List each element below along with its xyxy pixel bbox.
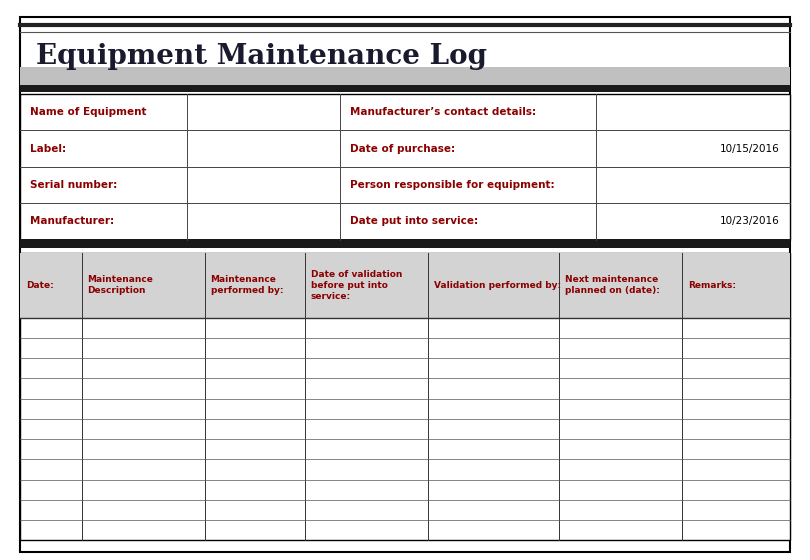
Text: Date of validation
before put into
service:: Date of validation before put into servi… <box>311 270 402 301</box>
Bar <box>20 253 790 318</box>
Text: Remarks:: Remarks: <box>688 281 735 290</box>
Text: 10/15/2016: 10/15/2016 <box>720 144 780 153</box>
Text: Maintenance
Description: Maintenance Description <box>87 276 153 295</box>
Text: Date:: Date: <box>26 281 53 290</box>
Text: Serial number:: Serial number: <box>30 180 117 190</box>
Bar <box>20 94 790 240</box>
Text: Label:: Label: <box>30 144 66 153</box>
Text: 10/23/2016: 10/23/2016 <box>720 217 780 226</box>
Text: Validation performed by:: Validation performed by: <box>434 281 561 290</box>
Bar <box>20 253 790 540</box>
Bar <box>20 85 790 92</box>
Text: Maintenance
performed by:: Maintenance performed by: <box>211 276 284 295</box>
Text: Date put into service:: Date put into service: <box>350 217 478 226</box>
Text: Name of Equipment: Name of Equipment <box>30 108 147 117</box>
Text: Manufacturer:: Manufacturer: <box>30 217 114 226</box>
Text: Manufacturer’s contact details:: Manufacturer’s contact details: <box>350 108 536 117</box>
Text: Next maintenance
planned on (date):: Next maintenance planned on (date): <box>565 276 659 295</box>
Text: Equipment Maintenance Log: Equipment Maintenance Log <box>36 43 488 69</box>
Bar <box>20 239 790 248</box>
Bar <box>20 67 790 86</box>
Text: Person responsible for equipment:: Person responsible for equipment: <box>350 180 555 190</box>
Text: Date of purchase:: Date of purchase: <box>350 144 455 153</box>
